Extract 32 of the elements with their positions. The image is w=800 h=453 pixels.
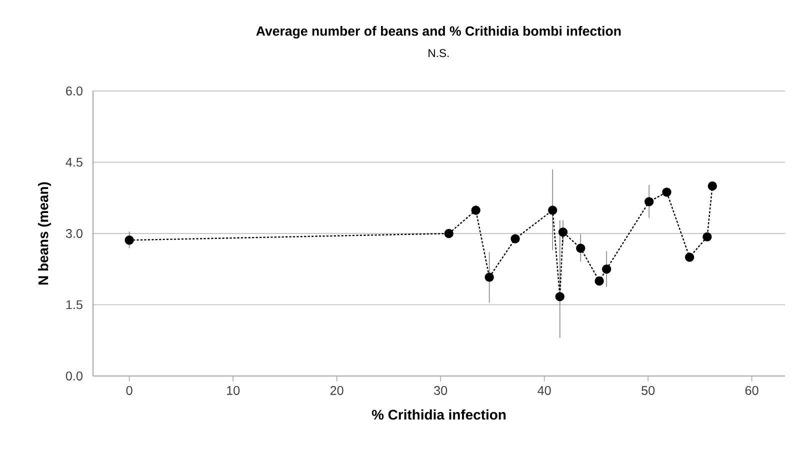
- y-tick-label: 3.0: [66, 229, 82, 238]
- y-axis-title: N beans (mean): [38, 182, 51, 284]
- point: [510, 234, 520, 244]
- point: [555, 292, 564, 302]
- point: [484, 272, 494, 282]
- point: [471, 206, 480, 215]
- x-tick-label: 40: [538, 386, 551, 395]
- point: [124, 236, 134, 245]
- x-axis-title: % Crithidia infection: [372, 409, 506, 420]
- y-tick-label: 4.5: [66, 158, 82, 167]
- y-tick-label: 6.0: [66, 86, 82, 96]
- y-tick-label: 1.5: [66, 300, 82, 310]
- chart-subtitle: N.S.: [428, 49, 449, 58]
- x-tick-label: 20: [330, 386, 344, 395]
- chart-title: Average number of beans and % Crithidia bombi infection: [256, 26, 621, 38]
- point: [576, 244, 586, 253]
- point: [602, 264, 612, 274]
- point: [644, 197, 654, 206]
- x-tick-label: 60: [745, 386, 758, 395]
- point: [444, 228, 454, 238]
- point: [684, 252, 694, 262]
- x-tick-label: 50: [642, 386, 655, 395]
- point: [594, 276, 604, 286]
- point: [708, 181, 717, 191]
- point: [702, 232, 712, 242]
- x-tick-label: 30: [434, 386, 448, 395]
- x-tick-label: 10: [227, 386, 240, 395]
- y-tick-label: 0.0: [66, 372, 82, 380]
- point: [558, 227, 568, 237]
- x-tick-label: 0: [126, 386, 132, 395]
- point: [548, 206, 558, 215]
- point: [662, 188, 672, 197]
